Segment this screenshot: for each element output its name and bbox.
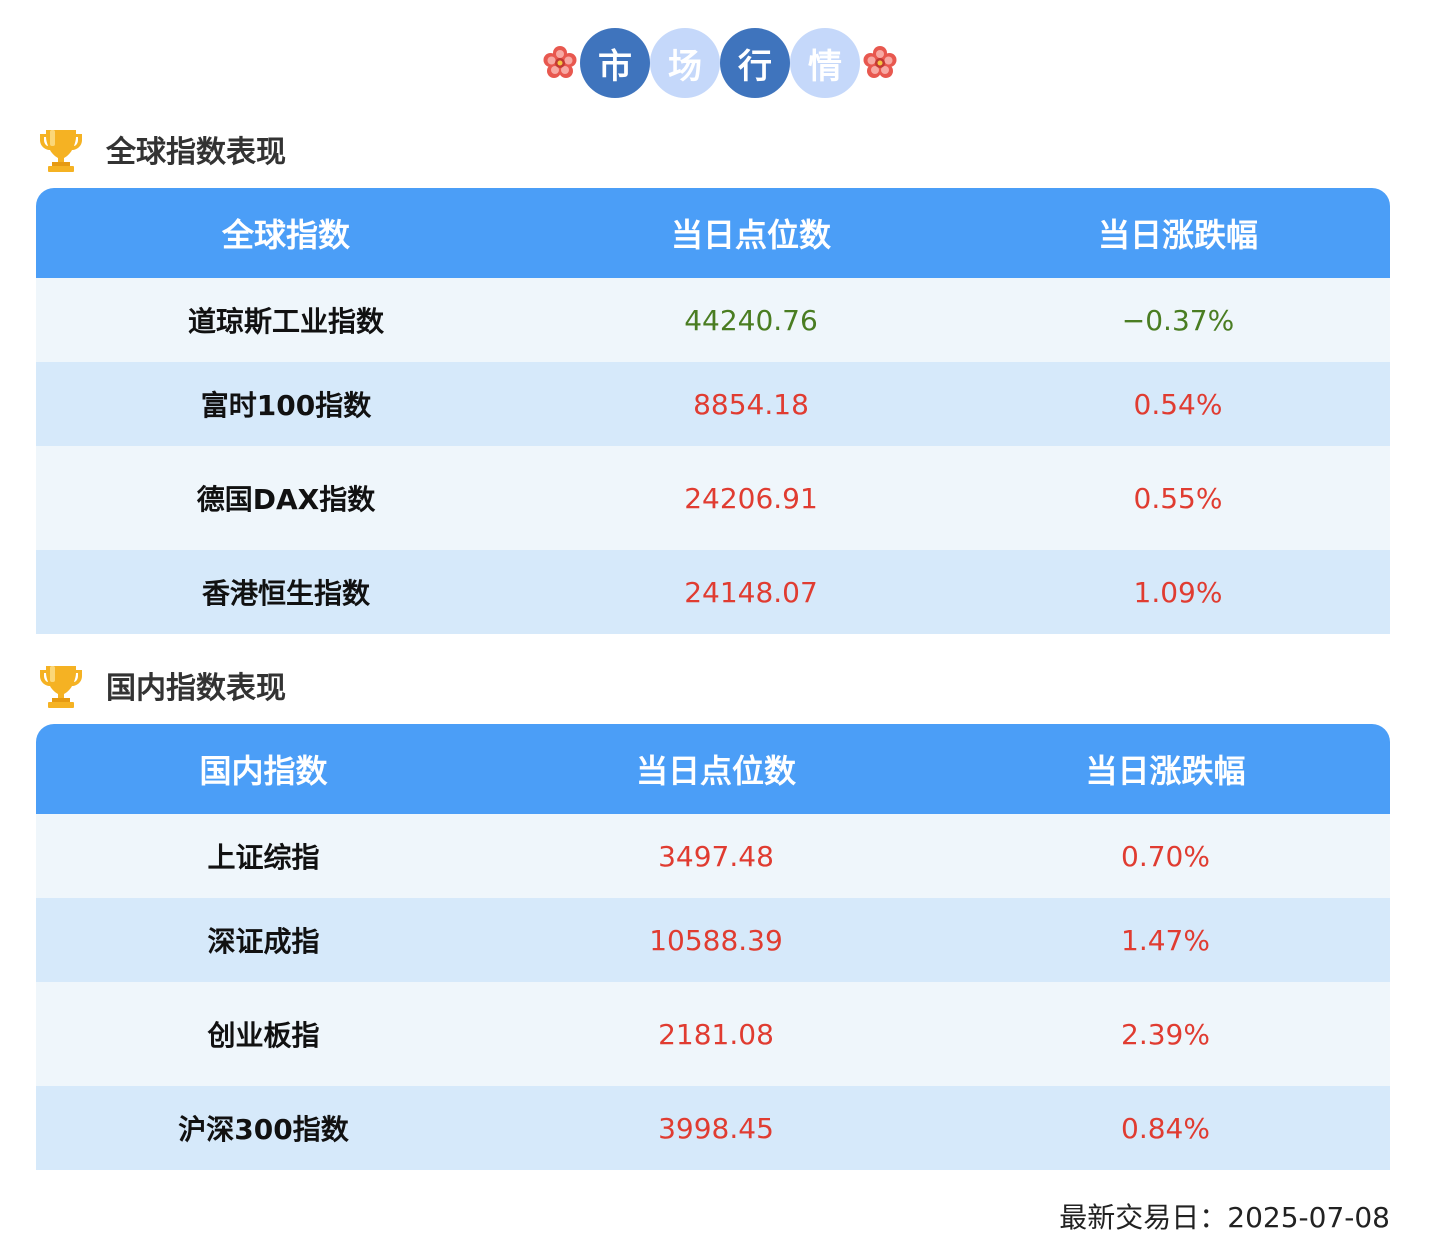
- column-header-change: 当日涨跌幅: [1097, 216, 1258, 254]
- column-header-points: 当日点位数: [635, 752, 796, 790]
- trading-date-value: 2025-07-08: [1227, 1201, 1390, 1234]
- global-heading-text: 全球指数表现: [106, 135, 286, 170]
- index-points: 2181.08: [658, 1017, 774, 1051]
- table-row: 创业板指 2181.08 2.39%: [36, 982, 1390, 1086]
- index-points: 3497.48: [658, 839, 774, 873]
- page-title: 市 场 行 情: [0, 28, 1440, 98]
- column-header-index: 国内指数: [199, 752, 328, 790]
- table-row: 富时100指数 8854.18 0.54%: [36, 362, 1390, 446]
- index-name: 上证综指: [207, 841, 320, 874]
- table-row: 香港恒生指数 24148.07 1.09%: [36, 550, 1390, 634]
- plum-blossom-icon: [862, 45, 898, 81]
- index-name: 创业板指: [207, 1019, 320, 1052]
- title-char-4: 情: [790, 28, 860, 98]
- title-char-3: 行: [720, 28, 790, 98]
- index-points: 24148.07: [684, 575, 818, 609]
- trophy-icon: [36, 660, 86, 710]
- index-name: 道琼斯工业指数: [187, 305, 384, 338]
- table-row: 德国DAX指数 24206.91 0.55%: [36, 446, 1390, 550]
- index-name: 深证成指: [207, 925, 320, 958]
- index-name: 富时100指数: [200, 389, 372, 422]
- index-name: 沪深300指数: [178, 1113, 349, 1146]
- domestic-index-table: 国内指数 当日点位数 当日涨跌幅 上证综指 3497.48 0.70% 深证成指…: [36, 724, 1390, 1170]
- table-row: 上证综指 3497.48 0.70%: [36, 814, 1390, 898]
- index-points: 3998.45: [658, 1111, 774, 1145]
- plum-blossom-icon: [542, 45, 578, 81]
- column-header-index: 全球指数: [221, 216, 350, 254]
- table-row: 沪深300指数 3998.45 0.84%: [36, 1086, 1390, 1170]
- column-header-points: 当日点位数: [670, 216, 831, 254]
- index-points: 10588.39: [649, 923, 783, 957]
- index-change: 0.54%: [1133, 387, 1223, 421]
- index-change: 2.39%: [1121, 1017, 1210, 1051]
- column-header-change: 当日涨跌幅: [1085, 752, 1246, 790]
- index-change: −0.37%: [1121, 303, 1235, 337]
- table-row: 道琼斯工业指数 44240.76 −0.37%: [36, 278, 1390, 362]
- index-change: 0.55%: [1133, 481, 1223, 515]
- global-section-heading: 全球指数表现: [36, 122, 286, 176]
- table-header: 国内指数 当日点位数 当日涨跌幅: [36, 724, 1390, 814]
- index-change: 0.84%: [1121, 1111, 1210, 1145]
- index-change: 0.70%: [1121, 839, 1210, 873]
- table-row: 深证成指 10588.39 1.47%: [36, 898, 1390, 982]
- index-points: 8854.18: [693, 387, 809, 421]
- index-name: 香港恒生指数: [201, 577, 370, 610]
- index-name: 德国DAX指数: [196, 483, 376, 516]
- index-change: 1.09%: [1133, 575, 1223, 609]
- title-char-1: 市: [580, 28, 650, 98]
- table-header: 全球指数 当日点位数 当日涨跌幅: [36, 188, 1390, 278]
- title-char-2: 场: [650, 28, 720, 98]
- domestic-section-heading: 国内指数表现: [36, 658, 286, 712]
- index-change: 1.47%: [1121, 923, 1210, 957]
- trading-date-label: 最新交易日：: [1059, 1201, 1228, 1234]
- trophy-icon: [36, 124, 86, 174]
- global-index-table: 全球指数 当日点位数 当日涨跌幅 道琼斯工业指数 44240.76 −0.37%…: [36, 188, 1390, 634]
- index-points: 44240.76: [684, 303, 818, 337]
- index-points: 24206.91: [684, 481, 818, 515]
- latest-trading-date: 最新交易日：2025-07-08: [1059, 1196, 1390, 1236]
- domestic-heading-text: 国内指数表现: [106, 671, 286, 706]
